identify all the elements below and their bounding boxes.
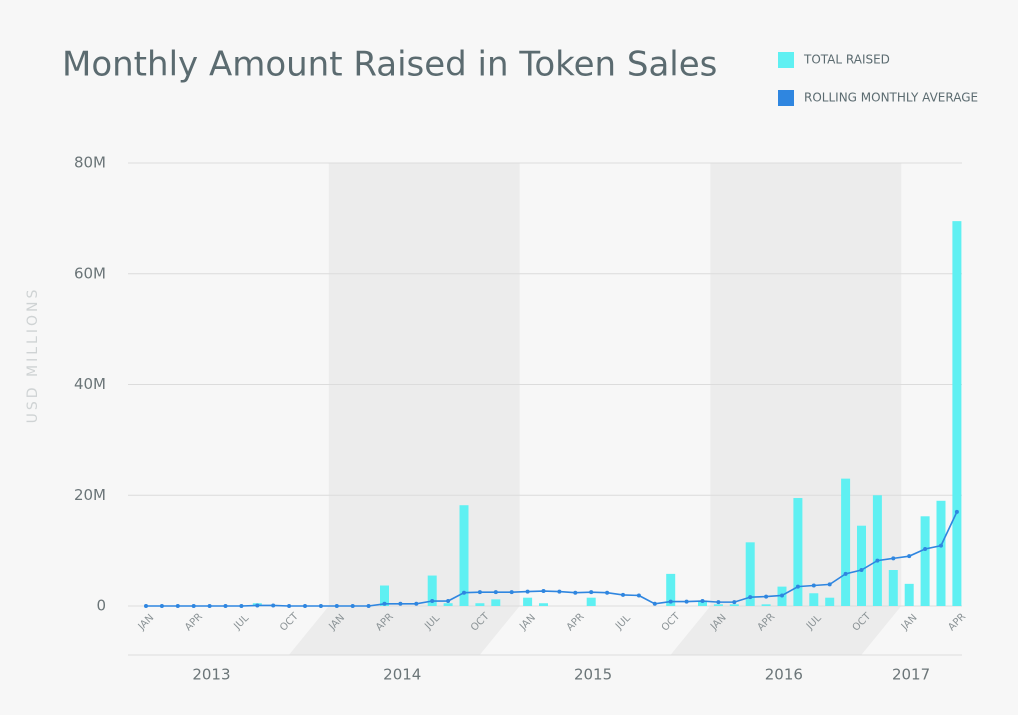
line-point — [573, 590, 578, 595]
line-point — [907, 554, 912, 559]
bar — [841, 478, 851, 606]
line-point — [191, 604, 196, 608]
line-point — [954, 509, 959, 514]
line-point — [144, 604, 148, 608]
line-point — [414, 601, 419, 606]
y-tick-label: 60M — [74, 264, 106, 282]
bar — [904, 583, 914, 606]
line-point — [589, 590, 594, 595]
line-point — [430, 599, 435, 604]
line-point — [271, 603, 276, 608]
line-point — [780, 593, 784, 598]
line-point — [843, 571, 848, 576]
line-point — [668, 599, 673, 604]
line-point — [207, 604, 212, 608]
bar — [888, 570, 898, 606]
line-point — [350, 604, 355, 608]
line-point — [875, 558, 880, 563]
legend-label: ROLLING MONTHLY AVERAGE — [804, 91, 978, 105]
line-point — [891, 556, 896, 561]
bar — [872, 495, 882, 606]
year-label: 2015 — [574, 666, 612, 684]
y-tick-label: 80M — [74, 154, 106, 172]
bar — [459, 505, 469, 606]
line-point — [732, 600, 737, 605]
line — [146, 511, 958, 607]
chart-title: Monthly Amount Raised in Token Sales — [62, 45, 717, 85]
line-point — [811, 583, 816, 588]
y-tick-label: 20M — [74, 486, 106, 504]
line-point — [716, 600, 721, 605]
line-point — [303, 604, 307, 608]
bar — [793, 498, 803, 606]
line-point — [239, 604, 244, 608]
line-point — [939, 543, 943, 548]
bar — [443, 603, 453, 606]
line-point — [334, 604, 339, 608]
line-point — [605, 590, 610, 595]
bar — [698, 600, 707, 606]
bar — [666, 573, 676, 606]
bar — [380, 585, 389, 606]
bar — [475, 603, 485, 606]
line-point — [859, 568, 864, 573]
line-point — [509, 590, 514, 595]
line-point — [764, 594, 769, 599]
bar — [713, 604, 723, 606]
bar — [825, 597, 835, 606]
line-point — [159, 604, 164, 608]
line-point — [255, 603, 260, 608]
bar — [761, 604, 771, 606]
line-point — [827, 582, 832, 587]
bar — [586, 597, 596, 606]
line-point — [923, 546, 928, 551]
y-tick-label: 0 — [96, 597, 106, 615]
line-point — [748, 595, 753, 600]
line-point — [477, 590, 482, 595]
bar — [729, 604, 739, 606]
year-label: 2013 — [192, 666, 230, 684]
bar — [491, 599, 501, 606]
line-point — [621, 592, 625, 597]
bar — [952, 221, 962, 607]
year-label: 2016 — [765, 666, 803, 684]
line-point — [525, 589, 530, 594]
line-point — [382, 601, 387, 606]
y-axis-label: USD MILLIONS — [25, 287, 41, 424]
year-band-slant — [288, 606, 520, 655]
line-point — [462, 590, 466, 595]
line-point — [493, 590, 498, 595]
bar — [920, 516, 930, 606]
legend-swatch — [778, 52, 794, 68]
line-point — [175, 604, 180, 608]
line-point — [398, 601, 403, 606]
line-point — [795, 584, 800, 589]
line-point — [541, 589, 546, 594]
line-point — [636, 593, 641, 598]
line-point — [684, 599, 689, 604]
y-tick-label: 40M — [74, 375, 106, 393]
bar — [809, 593, 819, 606]
line-point — [287, 604, 292, 608]
bar — [427, 575, 437, 606]
year-band-slant — [670, 606, 902, 655]
bar — [523, 597, 533, 606]
bar — [745, 542, 755, 606]
line-point — [700, 599, 705, 604]
year-label: 2017 — [892, 666, 930, 684]
year-label: 2014 — [383, 666, 421, 684]
line-point — [318, 604, 323, 608]
legend-label: TOTAL RAISED — [803, 53, 890, 67]
line-point — [652, 601, 657, 606]
line-point — [366, 604, 371, 608]
line-point — [223, 604, 228, 608]
line-point — [557, 589, 562, 594]
bar — [857, 525, 866, 606]
bar — [936, 500, 946, 606]
legend-swatch — [778, 90, 794, 106]
line-point — [446, 599, 451, 604]
bar — [539, 603, 548, 606]
